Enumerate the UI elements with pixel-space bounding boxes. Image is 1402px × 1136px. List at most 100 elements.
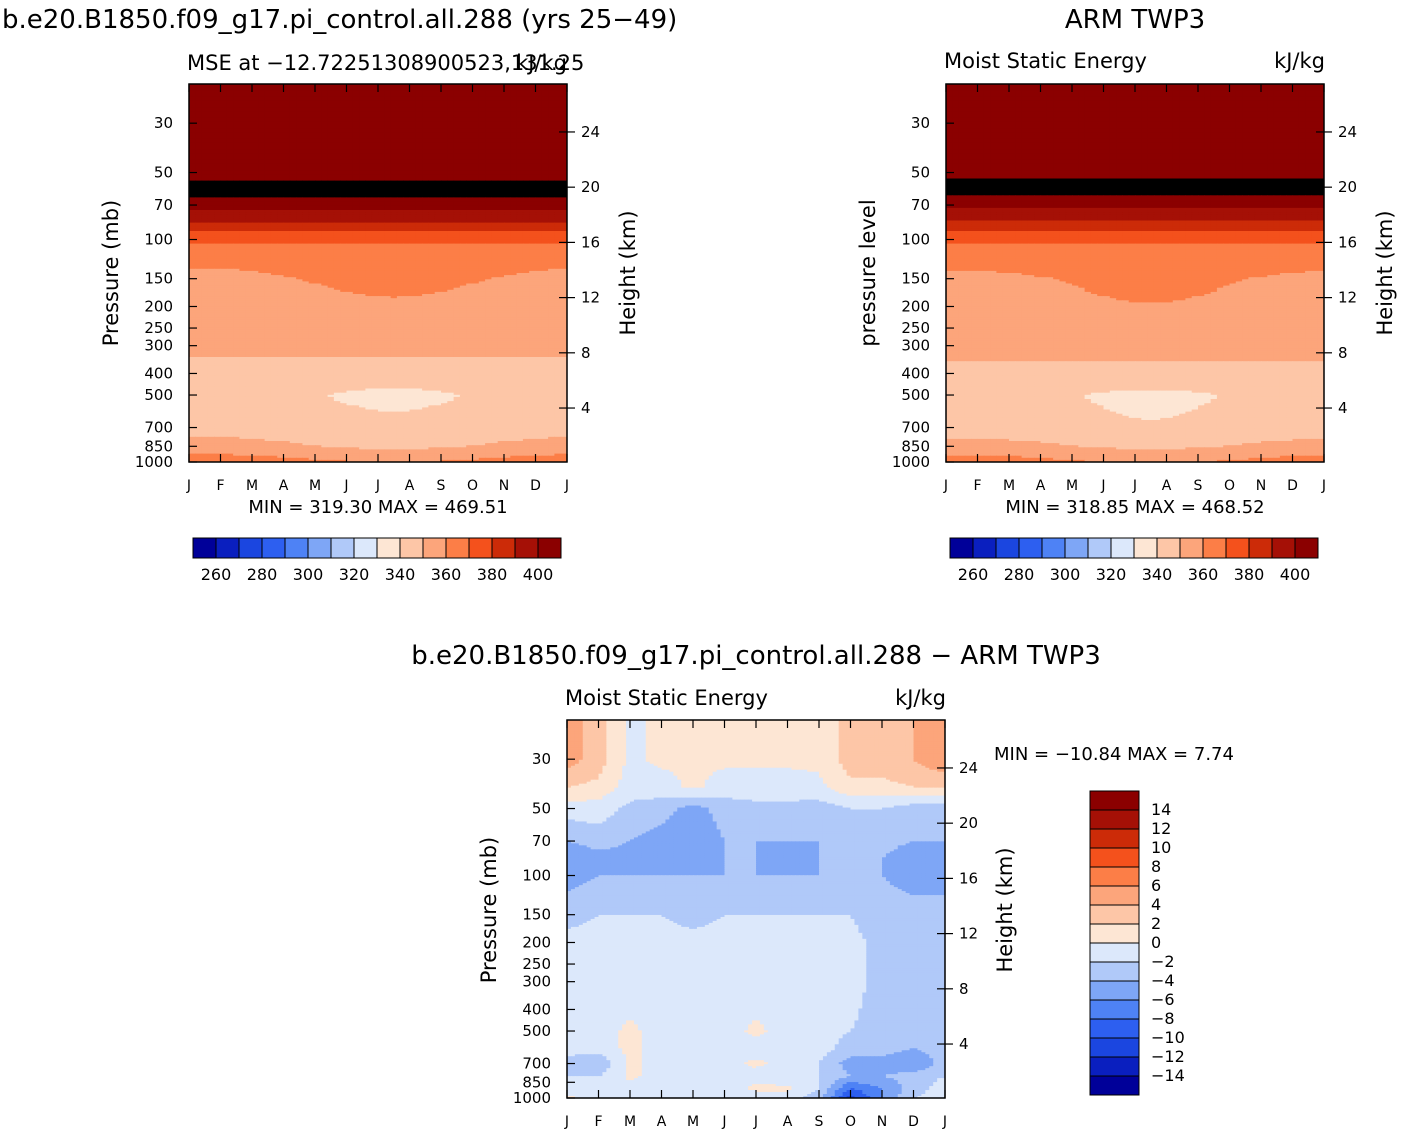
model-contour-cell (207, 205, 215, 209)
model-contour-cell (415, 226, 423, 230)
model-contour-cell (428, 161, 436, 165)
model-contour-cell (201, 180, 209, 184)
model-contour-cell (390, 184, 398, 188)
model-contour-cell (478, 153, 486, 156)
model-contour-cell (459, 163, 467, 167)
model-contour-cell (504, 201, 511, 205)
model-contour-cell (252, 151, 259, 154)
model-contour-cell (258, 117, 266, 121)
model-contour-cell (195, 254, 203, 257)
model-contour-cell (453, 201, 461, 205)
model-contour-cell (302, 147, 310, 150)
model-contour-cell (434, 165, 442, 169)
model-contour-cell (415, 84, 423, 87)
model-contour-cell (396, 111, 404, 114)
model-contour-cell (226, 90, 234, 93)
model-contour-cell (189, 165, 196, 169)
model-contour-cell (201, 126, 209, 129)
model-contour-cell (516, 113, 524, 117)
model-contour-cell (233, 100, 240, 104)
model-contour-cell (504, 123, 511, 127)
model-contour-cell (478, 224, 486, 228)
model-contour-cell (321, 193, 329, 196)
model-contour-cell (239, 100, 247, 104)
model-contour-cell (422, 88, 429, 91)
model-contour-cell (233, 113, 240, 117)
model-contour-cell (308, 121, 316, 125)
model-contour-cell (277, 214, 285, 217)
model-contour-cell (214, 92, 222, 96)
model-contour-cell (258, 159, 266, 163)
model-contour-cell (428, 147, 436, 150)
model-contour-cell (201, 228, 209, 232)
model-contour-cell (453, 151, 461, 154)
model-contour-cell (352, 113, 360, 117)
model-contour-cell (283, 159, 291, 163)
model-contour-cell (478, 109, 486, 112)
model-contour-cell (308, 193, 316, 196)
model-contour-cell (522, 119, 530, 123)
model-contour-cell (277, 254, 285, 257)
model-contour-cell (283, 176, 291, 180)
model-contour-cell (428, 92, 436, 96)
model-contour-cell (529, 184, 537, 188)
model-contour-cell (233, 239, 240, 243)
model-contour-cell (510, 222, 518, 226)
model-contour-cell (541, 195, 549, 198)
model-contour-cell (327, 191, 335, 194)
model-contour-cell (529, 249, 537, 253)
model-contour-cell (409, 121, 417, 125)
model-contour-cell (359, 126, 366, 129)
model-contour-cell (491, 132, 499, 135)
model-contour-cell (239, 186, 247, 190)
model-contour-cell (195, 220, 203, 224)
model-contour-cell (403, 96, 411, 100)
model-contour-cell (478, 245, 486, 249)
model-contour-cell (315, 130, 322, 133)
model-contour-cell (233, 140, 240, 144)
model-contour-cell (472, 186, 480, 190)
model-contour-cell (283, 86, 291, 89)
model-contour-cell (548, 142, 555, 146)
model-contour-cell (239, 84, 247, 87)
model-contour-cell (239, 109, 247, 112)
model-contour-cell (441, 155, 448, 159)
model-contour-cell (214, 163, 222, 167)
model-contour-cell (409, 130, 417, 133)
model-contour-cell (428, 153, 436, 156)
model-contour-cell (226, 144, 234, 148)
model-contour-cell (239, 121, 247, 125)
model-contour-cell (504, 247, 511, 251)
model-contour-cell (371, 161, 379, 165)
model-contour-cell (529, 163, 537, 167)
model-contour-cell (264, 256, 272, 259)
model-contour-cell (522, 84, 530, 87)
model-contour-cell (258, 186, 266, 190)
model-contour-cell (478, 117, 486, 121)
model-contour-cell (207, 92, 215, 96)
model-contour-cell (522, 247, 530, 251)
model-contour-cell (207, 203, 215, 207)
model-contour-cell (459, 123, 467, 127)
model-contour-cell (560, 197, 567, 201)
model-contour-cell (415, 151, 423, 154)
model-contour-cell (220, 109, 228, 112)
model-contour-cell (403, 107, 411, 110)
model-contour-cell (378, 241, 385, 245)
model-contour-cell (459, 159, 467, 163)
model-contour-cell (422, 247, 429, 251)
model-contour-cell (485, 119, 492, 123)
model-contour-cell (277, 142, 285, 146)
model-contour-cell (560, 205, 567, 209)
model-contour-cell (296, 136, 303, 140)
model-contour-cell (415, 203, 423, 207)
model-contour-cell (396, 96, 404, 100)
model-contour-cell (214, 212, 222, 215)
model-contour-cell (478, 193, 486, 196)
model-contour-cell (359, 105, 366, 108)
model-contour-cell (560, 218, 567, 222)
model-contour-cell (327, 115, 335, 119)
model-contour-cell (296, 170, 303, 173)
model-contour-cell (497, 90, 505, 93)
model-contour-cell (415, 86, 423, 89)
